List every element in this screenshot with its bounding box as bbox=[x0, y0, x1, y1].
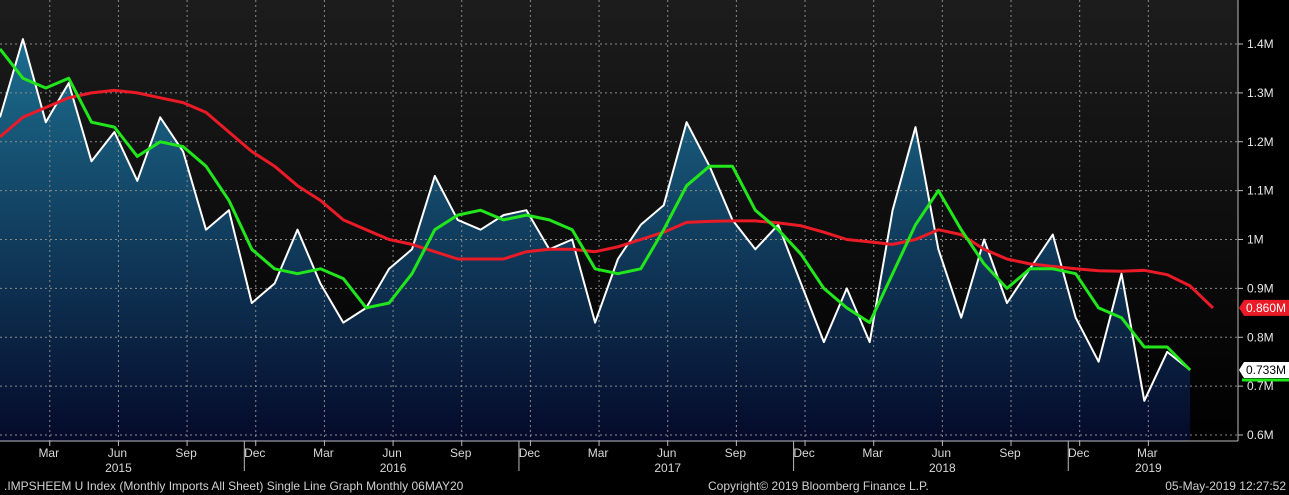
series-area bbox=[0, 39, 1191, 441]
x-tick-label: Dec bbox=[793, 446, 814, 460]
y-tick-label: 1.3M bbox=[1247, 86, 1274, 100]
x-tick-label: Jun bbox=[382, 446, 401, 460]
footer-left: .IMPSHEEM U Index (Monthly Imports All S… bbox=[4, 479, 464, 493]
x-tick-label: Jun bbox=[932, 446, 951, 460]
y-tick-label: 1.1M bbox=[1247, 184, 1274, 198]
x-year-label: 2015 bbox=[105, 461, 132, 475]
x-tick-label: Dec bbox=[1068, 446, 1089, 460]
y-tick-label: 1.4M bbox=[1247, 37, 1274, 51]
x-year-label: 2018 bbox=[929, 461, 956, 475]
x-tick-label: Mar bbox=[313, 446, 334, 460]
series-line bbox=[0, 47, 1192, 372]
y-tick-label: 0.6M bbox=[1247, 428, 1274, 442]
last-value-badge: 0.860M bbox=[1239, 299, 1289, 316]
x-year-label: 2017 bbox=[654, 461, 681, 475]
x-tick-label: Jun bbox=[108, 446, 127, 460]
x-tick-label: Mar bbox=[38, 446, 59, 460]
badge-label: 0.860M bbox=[1246, 301, 1286, 315]
x-tick-label: Mar bbox=[588, 446, 609, 460]
x-tick-label: Sep bbox=[450, 446, 472, 460]
badge-shape bbox=[1239, 299, 1289, 316]
series-line bbox=[0, 38, 1191, 402]
x-tick-label: Jun bbox=[657, 446, 676, 460]
x-tick-label: Mar bbox=[862, 446, 883, 460]
x-tick-label: Sep bbox=[175, 446, 197, 460]
footer-center: Copyright© 2019 Bloomberg Finance L.P. bbox=[708, 479, 929, 493]
series-line bbox=[0, 88, 1215, 309]
y-tick-label: 1.2M bbox=[1247, 135, 1274, 149]
y-tick-label: 0.9M bbox=[1247, 281, 1274, 295]
badge-label: 0.733M bbox=[1246, 363, 1286, 377]
y-tick-label: 1M bbox=[1247, 233, 1264, 247]
x-year-label: 2019 bbox=[1135, 461, 1162, 475]
y-tick-label: 0.7M bbox=[1247, 379, 1274, 393]
last-value-badge: 0.733M bbox=[1239, 361, 1289, 378]
x-tick-label: Mar bbox=[1137, 446, 1158, 460]
x-tick-label: Sep bbox=[999, 446, 1021, 460]
badge-shape bbox=[1239, 361, 1289, 378]
x-tick-label: Sep bbox=[725, 446, 747, 460]
footer-right: 05-May-2019 12:27:52 bbox=[1165, 479, 1286, 493]
x-tick-label: Dec bbox=[244, 446, 265, 460]
x-year-label: 2016 bbox=[380, 461, 407, 475]
y-tick-label: 0.8M bbox=[1247, 330, 1274, 344]
x-tick-label: Dec bbox=[519, 446, 540, 460]
